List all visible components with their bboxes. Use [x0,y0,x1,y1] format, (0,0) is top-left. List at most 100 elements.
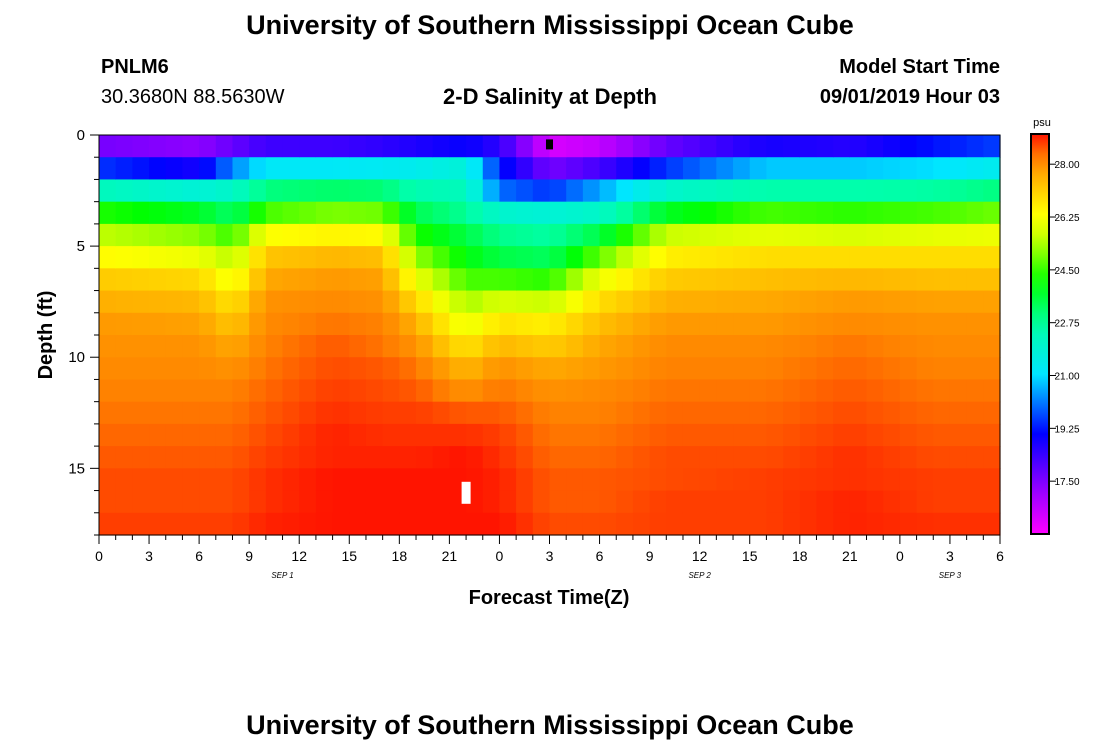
heatmap-cell [499,201,517,225]
heatmap-cell [516,179,534,203]
heatmap-cell [733,379,751,403]
heatmap-cell [849,512,868,536]
heatmap-cell [215,223,234,247]
heatmap-cell [182,268,200,292]
heatmap-cell [499,512,517,536]
heatmap-cell [115,401,133,425]
heatmap-cell [682,401,701,425]
heatmap-cell [499,401,517,425]
heatmap-cell [499,290,517,314]
heatmap-cell [132,268,150,292]
heatmap-cell [916,135,934,158]
heatmap-cell [349,379,367,403]
heatmap-cell [265,446,284,469]
x-date-label: SEP 1 [271,571,293,580]
heatmap-cell [99,135,117,158]
colorbar-tick-label: 28.00 [1054,160,1079,171]
heatmap-cell [749,401,768,425]
heatmap-cell [749,201,768,225]
heatmap-cell [215,468,234,492]
heatmap-cell [215,357,234,381]
heatmap-cell [265,468,284,492]
heatmap-cell [332,135,350,158]
heatmap-cell [816,468,834,492]
heatmap-cell [132,312,150,336]
heatmap-cell [416,490,434,514]
heatmap-cell [332,379,350,403]
heatmap-cell [666,312,684,336]
heatmap-cell [866,157,884,181]
heatmap-cell [916,268,934,292]
heatmap-cell [949,246,968,269]
heatmap-cell [432,401,450,425]
heatmap-cell [966,335,984,358]
heatmap-cell [432,423,450,447]
heatmap-cell [949,401,968,425]
x-axis-label: Forecast Time(Z) [469,587,630,609]
heatmap-cell [566,268,584,292]
heatmap-cell [432,157,450,181]
heatmap-cell [165,179,184,203]
heatmap-cell [165,157,184,181]
colorbar-tick-label: 19.25 [1054,424,1079,435]
heatmap-cell [899,357,918,381]
heatmap-cell [916,335,934,358]
heatmap-cell [682,312,701,336]
heatmap-cell [365,512,384,536]
heatmap-cell [132,468,150,492]
heatmap-cell [382,401,400,425]
heatmap-cell [399,401,417,425]
heatmap-cell [966,357,984,381]
heatmap-cell [849,335,868,358]
heatmap-cell [749,512,768,536]
heatmap-cell [299,268,317,292]
heatmap-cell [115,246,133,269]
y-axis-label: Depth (ft) [35,291,57,380]
heatmap-cell [299,246,317,269]
heatmap-cell [382,246,400,269]
heatmap-cell [332,201,350,225]
heatmap-cell [649,179,667,203]
heatmap-cell [199,223,217,247]
heatmap-cell [132,290,150,314]
heatmap-cell [582,357,601,381]
heatmap-cell [482,135,501,158]
heatmap-cell [883,157,901,181]
heatmap-cell [899,179,918,203]
heatmap-cell [482,446,501,469]
station-id: PNLM6 [101,56,169,78]
heatmap-cell [215,246,234,269]
heatmap-cell [949,135,968,158]
heatmap-cell [632,312,651,336]
heatmap-cell [716,401,734,425]
heatmap-cell [733,490,751,514]
heatmap-cell [99,223,117,247]
heatmap-cell [332,268,350,292]
heatmap-cell [516,135,534,158]
heatmap-cell [382,179,400,203]
heatmap-cell [315,468,334,492]
heatmap-cell [232,357,250,381]
heatmap-cell [232,446,250,469]
heatmap-cell [799,223,818,247]
heatmap-cell [315,179,334,203]
heatmap-cell [466,401,484,425]
heatmap-cell [282,223,300,247]
heatmap-cell [632,468,651,492]
heatmap-cell [332,179,350,203]
heatmap-cell [265,357,284,381]
heatmap-cell [149,401,167,425]
heatmap-cell [332,401,350,425]
heatmap-cell [382,268,400,292]
heatmap-cell [883,446,901,469]
heatmap-cell [816,312,834,336]
heatmap-cell [149,157,167,181]
heatmap-cell [516,157,534,181]
heatmap-cell [983,401,1001,425]
heatmap-cell [949,357,968,381]
heatmap-cell [883,335,901,358]
heatmap-cell [199,446,217,469]
heatmap-cell [566,357,584,381]
heatmap-cell [549,223,567,247]
heatmap-cell [582,201,601,225]
